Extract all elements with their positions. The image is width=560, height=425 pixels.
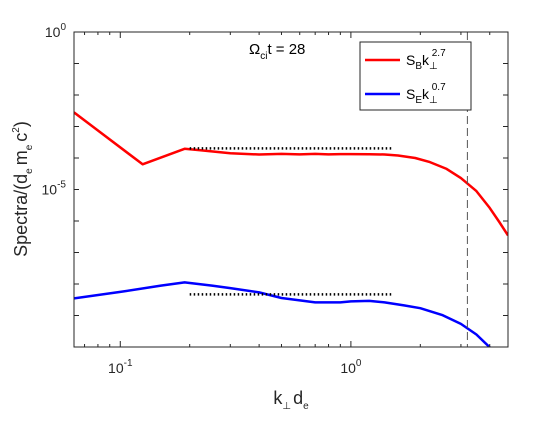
reference-lines (189, 147, 392, 296)
series-line-sb (74, 111, 508, 237)
annotation-omega: Ω (249, 41, 260, 58)
x-tick-exp: -1 (124, 358, 133, 369)
x-axis-label: k⊥ de (273, 388, 309, 412)
series-layer (74, 111, 508, 347)
series-line-se (74, 281, 492, 347)
y-label-m: m (11, 150, 31, 165)
y-label-c: c (11, 133, 31, 142)
legend-sb-sub: B (415, 61, 422, 72)
y-label-sub2: e (24, 144, 35, 150)
y-tick-exp: 0 (60, 22, 66, 33)
x-tick-base: 10 (340, 360, 356, 376)
y-label-sub1: e (24, 168, 35, 174)
legend-sb-s: S (406, 52, 415, 68)
legend-label-se: SEk⊥ 0.7 (406, 82, 446, 106)
y-tick-base: 10 (45, 24, 61, 40)
time-annotation: Ωcit = 28 (249, 41, 305, 62)
y-label-post: ) (11, 121, 31, 127)
x-tick-label-1: 100 (340, 358, 362, 376)
legend-sb-ksub: ⊥ (429, 61, 438, 72)
legend-se-k: k (422, 86, 430, 102)
y-label-sup: 2 (11, 127, 22, 133)
legend-se-exp: 0.7 (432, 82, 446, 93)
y-tick-label-1: 10-5 (42, 180, 67, 198)
y-tick-exp: -5 (57, 180, 66, 191)
legend: SBk⊥2.7 SEk⊥0.7 (359, 41, 472, 111)
x-label-d: d (293, 388, 303, 408)
y-axis-label: Spectra/(demec2) (11, 121, 35, 257)
x-tick-base: 10 (108, 360, 124, 376)
y-tick-label-0: 100 (45, 22, 67, 40)
legend-box (359, 41, 472, 111)
y-label-pre: Spectra/(d (11, 174, 31, 257)
annotation-sub: ci (260, 51, 267, 62)
x-tick-label-0: 10-1 (108, 358, 133, 376)
x-label-k: k (273, 388, 283, 408)
legend-se-sub: E (415, 95, 422, 106)
legend-se-s: S (406, 86, 415, 102)
x-tick-exp: 0 (356, 358, 362, 369)
annotation-text: t = 28 (267, 41, 305, 58)
x-label-perp: ⊥ (282, 401, 291, 412)
legend-sb-exp: 2.7 (432, 48, 446, 59)
x-label-e: e (303, 401, 309, 412)
legend-label-sb: SBk⊥ 2.7 (406, 48, 446, 72)
y-tick-base: 10 (42, 182, 58, 198)
legend-sb-k: k (422, 52, 430, 68)
legend-se-ksub: ⊥ (429, 95, 438, 106)
